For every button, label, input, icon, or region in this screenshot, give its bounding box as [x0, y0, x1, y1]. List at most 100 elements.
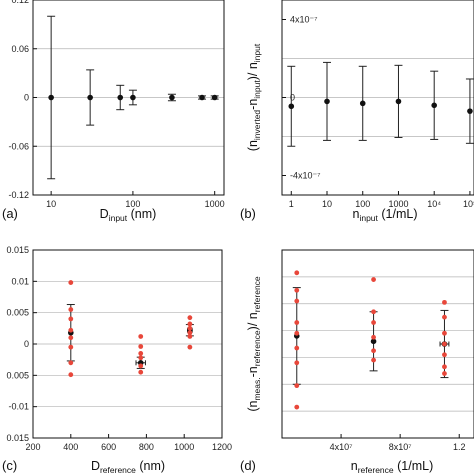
x-tick-label: 8x10⁷: [389, 442, 412, 452]
x-tick-label: 100: [125, 199, 140, 209]
panel-d: 4x10⁷ 8x10⁷ 1.2 nreference (1/mL) (nmeas.-nr…: [240, 249, 474, 474]
sample-point: [294, 298, 300, 304]
x-axis-label: ninput (1/mL): [353, 207, 418, 223]
panel-label: (c): [2, 458, 17, 473]
data-point: [467, 108, 473, 114]
data-point: [87, 94, 93, 101]
sample-point: [442, 371, 447, 376]
sample-point: [371, 334, 376, 340]
y-tick-label: 0.015: [6, 245, 29, 255]
y-tick-label: -0.06: [8, 141, 29, 151]
data-point: [324, 98, 330, 105]
sample-point: [294, 287, 300, 293]
x-tick-label: 4x10⁷: [330, 442, 353, 452]
x-axis-label: nreference (1/mL): [351, 459, 433, 474]
panel-label: (d): [240, 458, 256, 473]
sample-point: [371, 277, 376, 282]
x-axis-label: Dreference (nm): [91, 459, 165, 474]
panel-label: (a): [2, 206, 18, 221]
panel-a: 10 100 1000 -0.12 -0.06 0 0.06 0.12 Dinput (nm) (…: [2, 0, 225, 223]
sample-point: [294, 320, 300, 325]
sample-point: [442, 314, 447, 320]
sample-point: [68, 316, 74, 322]
x-axis-label: Dinput (nm): [100, 207, 157, 223]
data-point: [395, 98, 402, 105]
data-point: [199, 94, 205, 101]
sample-point: [138, 355, 144, 361]
data-point: [169, 94, 175, 101]
y-tick-label: 0: [24, 93, 29, 103]
data-point: [211, 94, 218, 101]
data-point: [117, 94, 124, 101]
sample-point: [371, 320, 376, 325]
sample-point: [187, 334, 193, 339]
sample-point: [294, 360, 300, 366]
panel-b: 1 10 100 1000 10⁴ 10⁵ 4x10⁻⁷ 0 -4x10⁻⁷ ninput (1/…: [240, 0, 474, 223]
data-point: [359, 100, 366, 107]
panel-label: (b): [240, 206, 256, 221]
sample-point: [138, 363, 144, 369]
sample-point: [442, 299, 447, 305]
x-tick-label: 1: [289, 199, 294, 209]
y-tick-label: 0.015: [6, 433, 29, 443]
sample-point: [187, 330, 193, 336]
sample-point: [294, 383, 300, 389]
data-point: [48, 94, 54, 101]
y-tick-label: 0.06: [11, 44, 29, 54]
panel-c: 200 400 600 800 1000 1200 0.015 0.01 0.005 0 0.005…: [2, 245, 232, 474]
sample-point: [68, 327, 74, 333]
sample-point: [187, 321, 193, 327]
sample-point: [68, 280, 74, 285]
x-tick-label: 10: [322, 199, 332, 209]
sample-point: [68, 307, 74, 312]
x-tick-label: 1200: [212, 442, 232, 452]
x-tick-label: 800: [139, 442, 154, 452]
x-tick-label: 10⁴: [427, 199, 441, 209]
y-tick-label: 0: [290, 93, 295, 103]
sample-point: [68, 344, 74, 350]
x-tick-label: 100: [355, 199, 370, 209]
y-tick-label: -4x10⁻⁷: [290, 171, 321, 181]
x-tick-label: 1.2: [453, 442, 466, 452]
x-tick-label: 10: [46, 199, 56, 209]
y-tick-label: 0.01: [11, 276, 29, 286]
sample-point: [187, 344, 193, 350]
plot-frame: [281, 249, 474, 439]
y-tick-label: 4x10⁻⁷: [290, 15, 318, 25]
x-tick-label: 200: [25, 442, 40, 452]
x-tick-label: 400: [63, 442, 78, 452]
sample-point: [138, 369, 144, 375]
sample-point: [294, 270, 300, 276]
sample-point: [68, 335, 74, 341]
x-tick-label: 1000: [205, 199, 225, 209]
y-tick-label: 0.12: [11, 0, 29, 5]
sample-point: [294, 345, 300, 351]
x-tick-label: 1000: [388, 199, 408, 209]
data-point: [431, 102, 437, 109]
y-tick-label: -0.12: [8, 190, 29, 200]
x-tick-label: 600: [101, 442, 116, 452]
sample-point: [371, 348, 376, 354]
sample-point: [187, 315, 193, 321]
y-tick-label: -0.01: [8, 402, 29, 412]
y-tick-label: 0.005: [6, 308, 29, 318]
sample-point: [68, 372, 74, 378]
sample-point: [68, 360, 74, 366]
y-axis-label: (ninverted-ninput)/ ninput: [246, 43, 262, 151]
sample-point: [187, 325, 193, 331]
sample-point: [138, 334, 144, 339]
data-point: [288, 103, 295, 110]
x-tick-label: 1000: [174, 442, 194, 452]
y-tick-label: 0: [24, 339, 29, 349]
data-point: [370, 338, 377, 345]
sample-point: [294, 330, 300, 336]
x-tick-label: 10⁵: [463, 199, 474, 209]
data-point: [130, 94, 136, 101]
sample-point: [442, 330, 447, 336]
sample-point: [371, 357, 376, 363]
sample-point: [138, 351, 144, 356]
sample-point: [442, 341, 447, 347]
y-axis-label: (nmeas.-nreference)/ nreference: [246, 276, 262, 412]
sample-point: [371, 309, 376, 315]
